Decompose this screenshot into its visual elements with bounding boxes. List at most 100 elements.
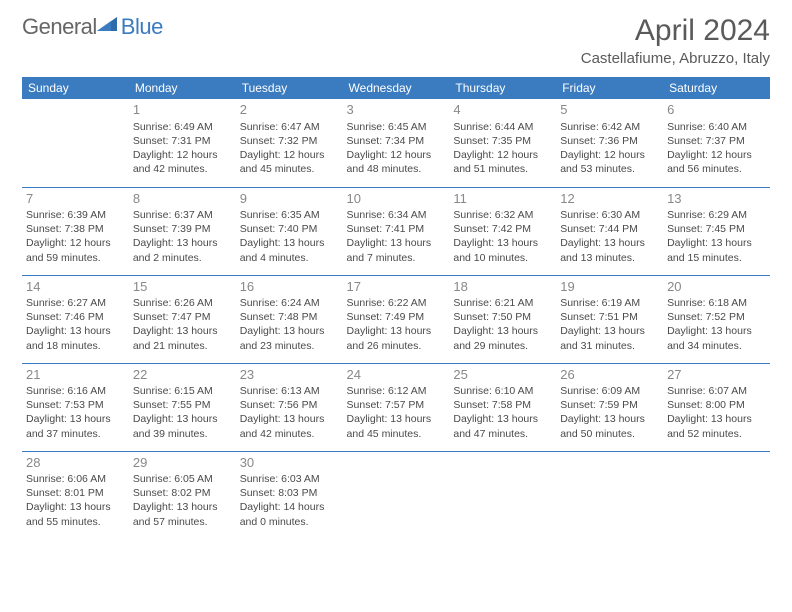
day-info: Sunrise: 6:49 AMSunset: 7:31 PMDaylight:… xyxy=(133,120,232,177)
day-info: Sunrise: 6:35 AMSunset: 7:40 PMDaylight:… xyxy=(240,208,339,265)
day-number: 5 xyxy=(560,101,659,119)
day-info: Sunrise: 6:34 AMSunset: 7:41 PMDaylight:… xyxy=(347,208,446,265)
day-info: Sunrise: 6:27 AMSunset: 7:46 PMDaylight:… xyxy=(26,296,125,353)
day-info: Sunrise: 6:16 AMSunset: 7:53 PMDaylight:… xyxy=(26,384,125,441)
logo-text-blue: Blue xyxy=(121,14,163,40)
location: Castellafiume, Abruzzo, Italy xyxy=(581,50,770,67)
calendar-cell-empty xyxy=(22,99,129,187)
day-number: 22 xyxy=(133,366,232,384)
day-info: Sunrise: 6:19 AMSunset: 7:51 PMDaylight:… xyxy=(560,296,659,353)
day-number: 23 xyxy=(240,366,339,384)
calendar-cell: 8Sunrise: 6:37 AMSunset: 7:39 PMDaylight… xyxy=(129,187,236,275)
day-number: 6 xyxy=(667,101,766,119)
day-number: 1 xyxy=(133,101,232,119)
day-info: Sunrise: 6:21 AMSunset: 7:50 PMDaylight:… xyxy=(453,296,552,353)
day-number: 11 xyxy=(453,190,552,208)
calendar-row: 14Sunrise: 6:27 AMSunset: 7:46 PMDayligh… xyxy=(22,275,770,363)
day-number: 8 xyxy=(133,190,232,208)
day-info: Sunrise: 6:40 AMSunset: 7:37 PMDaylight:… xyxy=(667,120,766,177)
calendar-cell: 7Sunrise: 6:39 AMSunset: 7:38 PMDaylight… xyxy=(22,187,129,275)
day-info: Sunrise: 6:06 AMSunset: 8:01 PMDaylight:… xyxy=(26,472,125,529)
day-info: Sunrise: 6:07 AMSunset: 8:00 PMDaylight:… xyxy=(667,384,766,441)
day-info: Sunrise: 6:22 AMSunset: 7:49 PMDaylight:… xyxy=(347,296,446,353)
calendar-table: SundayMondayTuesdayWednesdayThursdayFrid… xyxy=(22,77,770,539)
calendar-cell: 25Sunrise: 6:10 AMSunset: 7:58 PMDayligh… xyxy=(449,363,556,451)
weekday-row: SundayMondayTuesdayWednesdayThursdayFrid… xyxy=(22,77,770,99)
day-info: Sunrise: 6:39 AMSunset: 7:38 PMDaylight:… xyxy=(26,208,125,265)
weekday-header: Saturday xyxy=(663,77,770,99)
day-info: Sunrise: 6:37 AMSunset: 7:39 PMDaylight:… xyxy=(133,208,232,265)
day-number: 20 xyxy=(667,278,766,296)
day-number: 2 xyxy=(240,101,339,119)
day-number: 17 xyxy=(347,278,446,296)
title-block: April 2024 Castellafiume, Abruzzo, Italy xyxy=(581,14,770,67)
day-info: Sunrise: 6:05 AMSunset: 8:02 PMDaylight:… xyxy=(133,472,232,529)
day-number: 12 xyxy=(560,190,659,208)
calendar-cell: 26Sunrise: 6:09 AMSunset: 7:59 PMDayligh… xyxy=(556,363,663,451)
calendar-cell: 6Sunrise: 6:40 AMSunset: 7:37 PMDaylight… xyxy=(663,99,770,187)
day-info: Sunrise: 6:13 AMSunset: 7:56 PMDaylight:… xyxy=(240,384,339,441)
weekday-header: Thursday xyxy=(449,77,556,99)
calendar-cell: 21Sunrise: 6:16 AMSunset: 7:53 PMDayligh… xyxy=(22,363,129,451)
day-number: 24 xyxy=(347,366,446,384)
day-info: Sunrise: 6:44 AMSunset: 7:35 PMDaylight:… xyxy=(453,120,552,177)
day-number: 30 xyxy=(240,454,339,472)
calendar-cell: 12Sunrise: 6:30 AMSunset: 7:44 PMDayligh… xyxy=(556,187,663,275)
logo-text-general: General xyxy=(22,14,97,40)
calendar-cell: 27Sunrise: 6:07 AMSunset: 8:00 PMDayligh… xyxy=(663,363,770,451)
day-number: 13 xyxy=(667,190,766,208)
day-number: 16 xyxy=(240,278,339,296)
calendar-cell-empty xyxy=(449,451,556,539)
calendar-cell: 30Sunrise: 6:03 AMSunset: 8:03 PMDayligh… xyxy=(236,451,343,539)
calendar-cell: 22Sunrise: 6:15 AMSunset: 7:55 PMDayligh… xyxy=(129,363,236,451)
calendar-row: 21Sunrise: 6:16 AMSunset: 7:53 PMDayligh… xyxy=(22,363,770,451)
calendar-thead: SundayMondayTuesdayWednesdayThursdayFrid… xyxy=(22,77,770,99)
day-number: 26 xyxy=(560,366,659,384)
weekday-header: Tuesday xyxy=(236,77,343,99)
day-number: 4 xyxy=(453,101,552,119)
calendar-cell: 28Sunrise: 6:06 AMSunset: 8:01 PMDayligh… xyxy=(22,451,129,539)
day-info: Sunrise: 6:18 AMSunset: 7:52 PMDaylight:… xyxy=(667,296,766,353)
calendar-row: 28Sunrise: 6:06 AMSunset: 8:01 PMDayligh… xyxy=(22,451,770,539)
calendar-cell-empty xyxy=(663,451,770,539)
calendar-row: 1Sunrise: 6:49 AMSunset: 7:31 PMDaylight… xyxy=(22,99,770,187)
day-info: Sunrise: 6:10 AMSunset: 7:58 PMDaylight:… xyxy=(453,384,552,441)
logo-triangle-icon xyxy=(97,15,119,38)
calendar-cell: 15Sunrise: 6:26 AMSunset: 7:47 PMDayligh… xyxy=(129,275,236,363)
day-info: Sunrise: 6:09 AMSunset: 7:59 PMDaylight:… xyxy=(560,384,659,441)
day-number: 10 xyxy=(347,190,446,208)
calendar-cell: 14Sunrise: 6:27 AMSunset: 7:46 PMDayligh… xyxy=(22,275,129,363)
day-info: Sunrise: 6:32 AMSunset: 7:42 PMDaylight:… xyxy=(453,208,552,265)
calendar-cell-empty xyxy=(343,451,450,539)
day-number: 9 xyxy=(240,190,339,208)
day-info: Sunrise: 6:15 AMSunset: 7:55 PMDaylight:… xyxy=(133,384,232,441)
day-info: Sunrise: 6:26 AMSunset: 7:47 PMDaylight:… xyxy=(133,296,232,353)
day-number: 19 xyxy=(560,278,659,296)
calendar-cell-empty xyxy=(556,451,663,539)
calendar-cell: 5Sunrise: 6:42 AMSunset: 7:36 PMDaylight… xyxy=(556,99,663,187)
calendar-cell: 4Sunrise: 6:44 AMSunset: 7:35 PMDaylight… xyxy=(449,99,556,187)
weekday-header: Friday xyxy=(556,77,663,99)
weekday-header: Monday xyxy=(129,77,236,99)
calendar-cell: 3Sunrise: 6:45 AMSunset: 7:34 PMDaylight… xyxy=(343,99,450,187)
day-info: Sunrise: 6:47 AMSunset: 7:32 PMDaylight:… xyxy=(240,120,339,177)
calendar-row: 7Sunrise: 6:39 AMSunset: 7:38 PMDaylight… xyxy=(22,187,770,275)
day-info: Sunrise: 6:29 AMSunset: 7:45 PMDaylight:… xyxy=(667,208,766,265)
day-number: 21 xyxy=(26,366,125,384)
day-info: Sunrise: 6:30 AMSunset: 7:44 PMDaylight:… xyxy=(560,208,659,265)
day-number: 14 xyxy=(26,278,125,296)
day-number: 18 xyxy=(453,278,552,296)
day-info: Sunrise: 6:45 AMSunset: 7:34 PMDaylight:… xyxy=(347,120,446,177)
calendar-cell: 24Sunrise: 6:12 AMSunset: 7:57 PMDayligh… xyxy=(343,363,450,451)
calendar-body: 1Sunrise: 6:49 AMSunset: 7:31 PMDaylight… xyxy=(22,99,770,539)
month-title: April 2024 xyxy=(581,14,770,48)
calendar-cell: 13Sunrise: 6:29 AMSunset: 7:45 PMDayligh… xyxy=(663,187,770,275)
calendar-cell: 1Sunrise: 6:49 AMSunset: 7:31 PMDaylight… xyxy=(129,99,236,187)
day-number: 7 xyxy=(26,190,125,208)
day-number: 28 xyxy=(26,454,125,472)
weekday-header: Wednesday xyxy=(343,77,450,99)
day-info: Sunrise: 6:24 AMSunset: 7:48 PMDaylight:… xyxy=(240,296,339,353)
calendar-cell: 19Sunrise: 6:19 AMSunset: 7:51 PMDayligh… xyxy=(556,275,663,363)
calendar-cell: 16Sunrise: 6:24 AMSunset: 7:48 PMDayligh… xyxy=(236,275,343,363)
day-info: Sunrise: 6:03 AMSunset: 8:03 PMDaylight:… xyxy=(240,472,339,529)
